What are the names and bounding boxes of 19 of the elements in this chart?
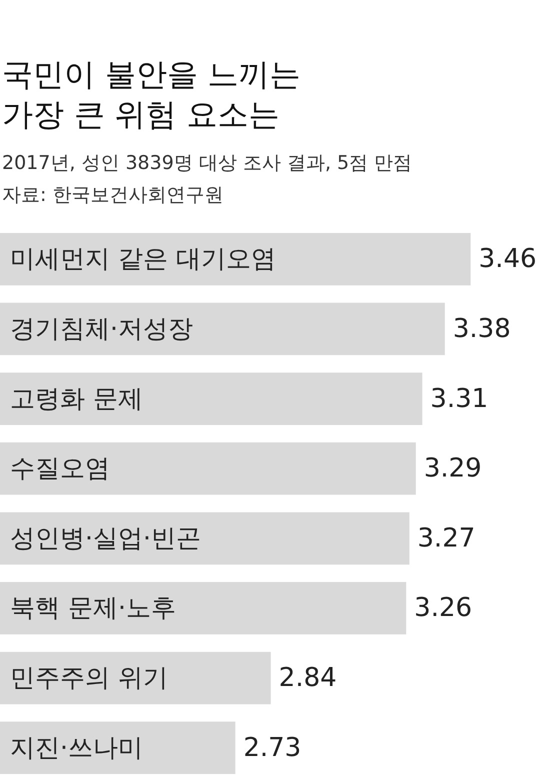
y-tick-label: 성인병·실업·빈곤: [10, 523, 201, 552]
data-label: 2.73: [243, 732, 302, 763]
chart-title: 국민이 불안을 느끼는 가장 큰 위험 요소는: [2, 57, 301, 133]
y-tick-label: 수질오염: [10, 454, 110, 483]
chart-subtitle: 2017년, 성인 3839명 대상 조사 결과, 5점 만점: [2, 152, 412, 174]
y-tick-label: 민주주의 위기: [10, 663, 168, 692]
data-label: 3.31: [430, 384, 488, 414]
y-tick-label: 지진·쓰나미: [10, 732, 143, 762]
data-label: 3.46: [478, 244, 537, 274]
data-label: 3.26: [414, 593, 472, 624]
data-label: 3.29: [424, 454, 482, 484]
y-tick-label: 고령화 문제: [10, 384, 143, 413]
data-label: 3.27: [417, 523, 476, 554]
y-tick-label: 미세먼지 같은 대기오염: [10, 244, 276, 274]
data-label: 2.84: [278, 663, 337, 694]
text: 자료: 한국보건사회연구원: [2, 184, 224, 206]
data-label: 3.38: [452, 314, 511, 344]
y-tick-label: 경기침체·저성장: [10, 314, 193, 343]
y-tick-label: 북핵 문제·노후: [10, 593, 176, 622]
